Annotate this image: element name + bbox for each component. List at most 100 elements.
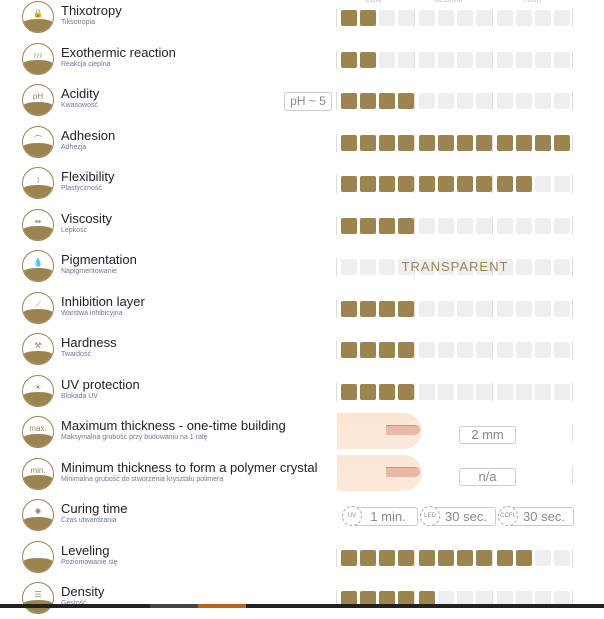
- property-row: Leveling Poziomowanie się: [0, 537, 604, 578]
- level-square: [379, 176, 395, 192]
- level-square: [554, 383, 570, 400]
- property-row: ≀≀≀ Exothermic reaction Reakcja cieplna: [0, 39, 604, 80]
- level-square: [341, 342, 357, 358]
- level-scale: [336, 299, 574, 318]
- level-square: [554, 10, 570, 26]
- level-square: [476, 342, 492, 358]
- level-square: [438, 300, 454, 317]
- scale-divider: [492, 175, 493, 193]
- level-square: [476, 383, 492, 400]
- level-scale: [336, 382, 574, 401]
- uv-protection-icon: ☀: [22, 374, 54, 407]
- viscosity-icon: ⇹: [22, 208, 54, 241]
- scale-divider: [572, 216, 573, 235]
- scale-divider: [492, 341, 493, 359]
- scale-divider: [492, 382, 493, 401]
- level-square: [379, 51, 395, 68]
- icon-glyph: min.: [30, 465, 46, 475]
- level-scale: [336, 50, 574, 69]
- level-square: [476, 591, 492, 607]
- property-title: Thixotropy: [61, 3, 122, 18]
- level-square: [516, 10, 532, 26]
- hammer-icon: ⚒: [22, 333, 54, 365]
- level-square: [554, 259, 570, 275]
- icon-fill: [23, 433, 53, 447]
- level-square: [476, 10, 492, 26]
- property-row: ☰ DensityGęstość: [0, 578, 604, 619]
- icon-glyph: ↕: [36, 175, 40, 184]
- level-square: [398, 10, 414, 26]
- level-square: [419, 342, 435, 358]
- property-subtitle: Twardość: [61, 351, 91, 358]
- level-square: [457, 51, 473, 68]
- property-row: ⟋ Inhibition layer Warstwa inhibicyjna: [0, 288, 604, 329]
- scale-divider: [572, 590, 573, 608]
- scale-divider: [492, 299, 493, 318]
- scale-divider: [336, 216, 337, 235]
- property-title: Adhesion: [61, 127, 116, 143]
- level-square: [419, 217, 435, 234]
- level-scale: [336, 175, 574, 193]
- scale-divider: [414, 299, 415, 318]
- icon-fill: [23, 516, 53, 530]
- leveling-icon: [22, 540, 54, 573]
- level-square: [457, 591, 473, 607]
- max-thickness-icon: max.: [22, 416, 54, 448]
- scale-header: LOW: [364, 0, 384, 4]
- property-title: Curing time: [61, 501, 128, 516]
- level-square: [476, 51, 492, 68]
- level-square: [457, 549, 473, 566]
- curing-time-led: LED 30 sec.: [420, 506, 496, 526]
- level-square: [535, 134, 551, 151]
- icon-glyph: ☀: [34, 382, 42, 392]
- icon-glyph: ⇹: [34, 216, 42, 226]
- icon-glyph: ✺: [34, 507, 42, 516]
- flexibility-icon: ↕: [22, 167, 54, 199]
- level-square: [419, 300, 435, 317]
- level-scale: [336, 341, 574, 359]
- level-square: [497, 383, 513, 400]
- level-scale: [336, 590, 574, 608]
- property-row: ☀ UV protection Blokada UV: [0, 371, 604, 412]
- level-square: [419, 176, 435, 192]
- level-square: [497, 10, 513, 26]
- level-square: [457, 383, 473, 400]
- level-square: [535, 176, 551, 192]
- drops-icon: 💧: [22, 250, 54, 282]
- level-square: [419, 383, 435, 400]
- level-square: [554, 342, 570, 358]
- level-square: [457, 259, 473, 275]
- scale-divider: [492, 9, 493, 27]
- property-title: Density: [61, 584, 105, 599]
- scale-divider: [572, 299, 573, 318]
- uv-lamp-icon: UV: [342, 506, 362, 526]
- icon-glyph: 🔒: [33, 9, 43, 18]
- level-square: [419, 134, 435, 151]
- icon-glyph: ☰: [34, 590, 42, 599]
- property-row: ✺ Curing time Czas utwardzania UV 1 min. LED 3…: [0, 495, 604, 536]
- level-square: [398, 176, 414, 192]
- scale-divider: [572, 50, 573, 69]
- level-square: [360, 217, 376, 234]
- scale-divider: [336, 9, 337, 27]
- level-square: [554, 217, 570, 234]
- level-square: [360, 342, 376, 358]
- level-square: [398, 259, 414, 275]
- level-square: [516, 134, 532, 151]
- scale-divider: [336, 590, 337, 608]
- level-square: [457, 10, 473, 26]
- level-square: [360, 134, 376, 151]
- ph-badge: pH ~ 5: [284, 92, 332, 111]
- level-square: [516, 591, 532, 607]
- level-square: [535, 51, 551, 68]
- scale-divider: [414, 382, 415, 401]
- property-row: ⚒ Hardness Twardość: [0, 329, 604, 370]
- icon-fill: [23, 18, 53, 32]
- level-square: [438, 51, 454, 68]
- property-title: Viscosity: [61, 210, 113, 226]
- level-square: [497, 342, 513, 358]
- level-square: [341, 134, 357, 151]
- level-square: [419, 51, 435, 68]
- icon-fill: [23, 101, 53, 115]
- level-square: [516, 383, 532, 400]
